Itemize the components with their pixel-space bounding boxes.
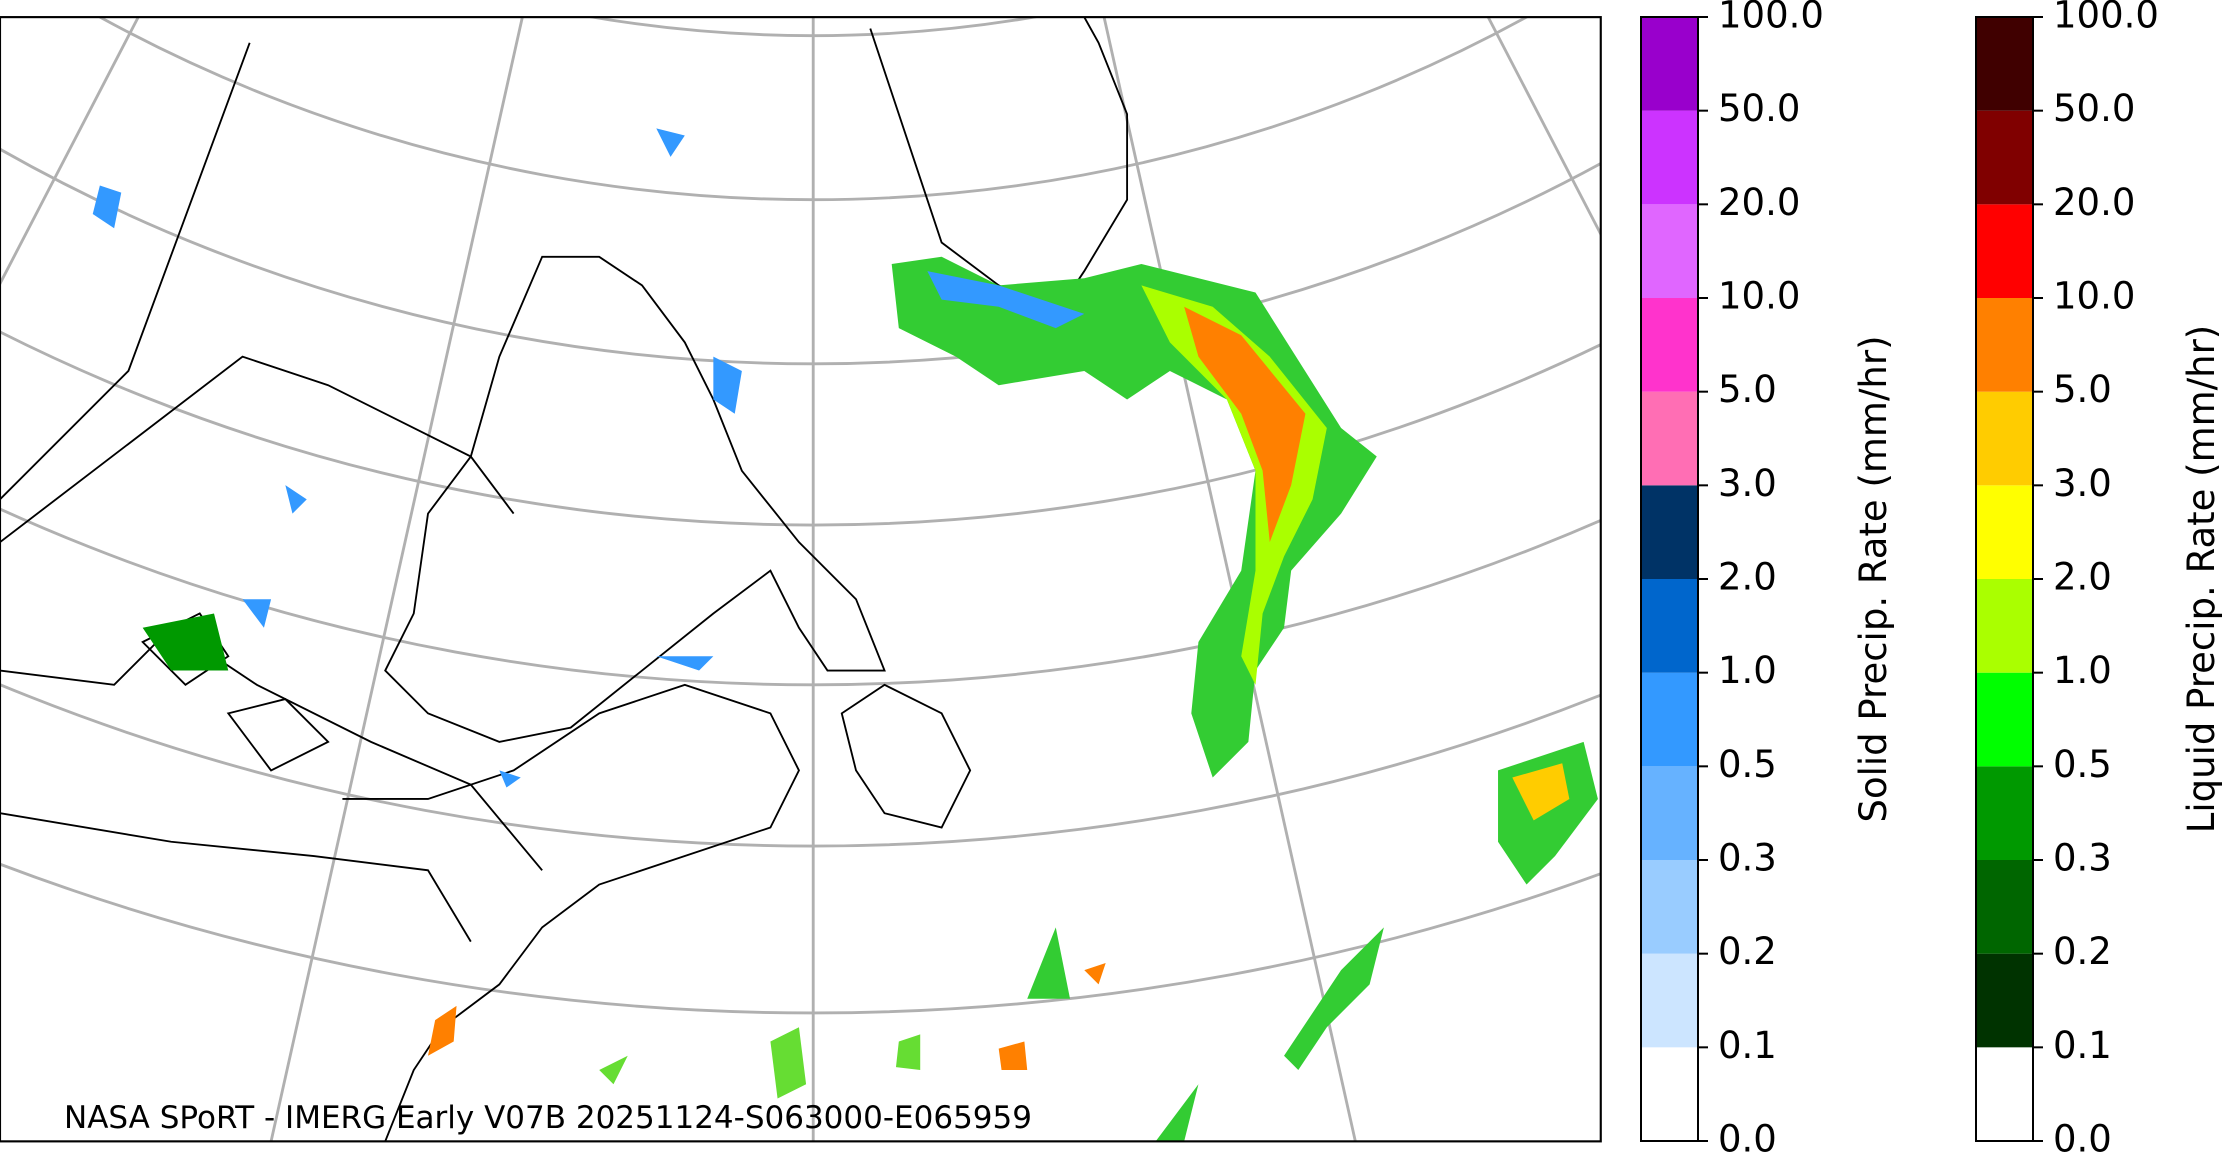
colorbar-tick-label: 0.3: [2053, 837, 2112, 880]
colorbar-tick-label: 100.0: [2053, 0, 2159, 37]
caption: NASA SPoRT - IMERG Early V07B 20251124-S…: [64, 1100, 1032, 1136]
colorbar-bin: [1641, 1047, 1698, 1141]
colorbar-label: Liquid Precip. Rate (mm/hr): [2180, 325, 2223, 834]
colorbar-tick-label: 0.2: [1718, 930, 1777, 973]
colorbar-tick-label: 1.0: [2053, 649, 2112, 692]
colorbar-bin: [1976, 298, 2033, 392]
colorbar-tick-label: 0.3: [1718, 837, 1777, 880]
colorbar-bin: [1976, 1047, 2033, 1141]
colorbar-bin: [1976, 391, 2033, 486]
precipitation: [92, 128, 1598, 1142]
colorbar-bin: [1976, 110, 2033, 205]
colorbar-bin: [1976, 860, 2033, 954]
liquid-precip-area: [1512, 763, 1570, 821]
colorbar-tick-label: 0.5: [2053, 743, 2112, 786]
colorbar-bin: [1641, 672, 1698, 767]
colorbar-tick-label: 0.1: [1718, 1024, 1777, 1067]
map-frame: [0, 16, 1602, 1143]
colorbar-tick-label: 10.0: [1718, 275, 1800, 318]
colorbar-tick-label: 0.5: [1718, 743, 1777, 786]
colorbar-tick-label: 20.0: [1718, 181, 1800, 224]
colorbar-tick-label: 50.0: [1718, 87, 1800, 130]
colorbar-bin: [1976, 204, 2033, 298]
map-content: [0, 17, 1601, 1142]
colorbar-tick-label: 1.0: [1718, 649, 1777, 692]
liquid-precip-area: [142, 613, 229, 671]
colorbar-tick-label: 3.0: [1718, 462, 1777, 505]
colorbar-tick-label: 50.0: [2053, 87, 2135, 130]
colorbar-tick-label: 0.1: [2053, 1024, 2112, 1067]
colorbar-label: Solid Precip. Rate (mm/hr): [1852, 335, 1895, 822]
colorbar-bin: [1641, 204, 1698, 298]
colorbar-bin: [1641, 298, 1698, 392]
colorbar-tick-label: 5.0: [1718, 368, 1777, 411]
colorbar-tick-label: 0.0: [1718, 1118, 1777, 1161]
colorbar-bin: [1641, 17, 1698, 111]
colorbar-tick-label: 5.0: [2053, 368, 2112, 411]
colorbar-tick-label: 2.0: [1718, 556, 1777, 599]
map: [0, 16, 1602, 1143]
liquid-precip-area: [1027, 927, 1384, 1142]
colorbar-bin: [1641, 110, 1698, 205]
colorbar-bin: [1641, 766, 1698, 860]
colorbar-bin: [1976, 766, 2033, 860]
colorbar-tick-label: 100.0: [1718, 0, 1824, 37]
colorbar-bin: [1976, 672, 2033, 767]
colorbar-bin: [1976, 485, 2033, 579]
colorbar-bin: [1641, 391, 1698, 486]
colorbar-bin: [1641, 953, 1698, 1048]
colorbar-bin: [1641, 860, 1698, 954]
colorbar-bin: [1976, 579, 2033, 673]
colorbar-bin: [1976, 17, 2033, 111]
liquid-precip-area: [1184, 306, 1306, 543]
colorbar-tick-label: 0.0: [2053, 1118, 2112, 1161]
colorbar-bin: [1641, 579, 1698, 673]
colorbar-bin: [1641, 485, 1698, 579]
colorbar-bin: [1976, 953, 2033, 1048]
colorbar-tick-label: 20.0: [2053, 181, 2135, 224]
solid-precip-area: [927, 271, 1085, 329]
colorbar-tick-label: 10.0: [2053, 275, 2135, 318]
colorbar-tick-label: 3.0: [2053, 462, 2112, 505]
colorbar-tick-label: 0.2: [2053, 930, 2112, 973]
colorbar-tick-label: 2.0: [2053, 556, 2112, 599]
